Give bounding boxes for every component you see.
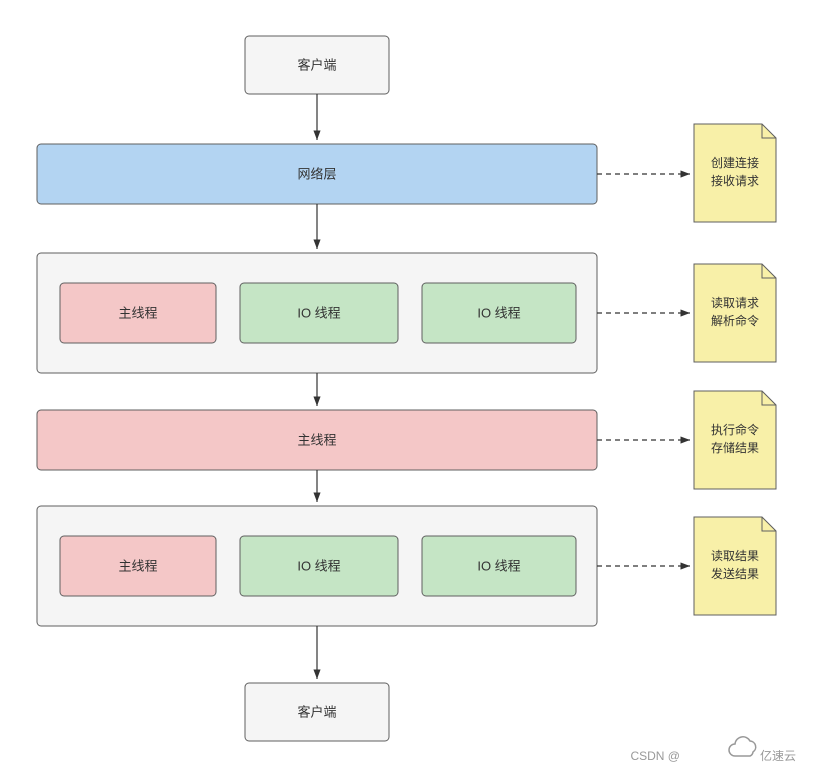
node-client_bot: 客户端 [245, 683, 389, 741]
watermark-logo [729, 737, 756, 756]
note-line2-note2: 解析命令 [711, 313, 759, 328]
node-label-client_top: 客户端 [297, 58, 336, 73]
node-label-c1_io1: IO 线程 [297, 306, 340, 321]
node-c2_main: 主线程 [60, 536, 216, 596]
flowchart-canvas: 客户端网络层主线程IO 线程IO 线程主线程主线程IO 线程IO 线程客户端创建… [0, 0, 816, 783]
watermark-left: CSDN @ [630, 749, 680, 763]
note-note3: 执行命令存储结果 [694, 391, 776, 489]
node-mainthread: 主线程 [37, 410, 597, 470]
node-label-c1_main: 主线程 [118, 306, 157, 321]
note-line2-note4: 发送结果 [711, 566, 759, 581]
note-note1: 创建连接接收请求 [694, 124, 776, 222]
node-label-c2_main: 主线程 [118, 559, 157, 574]
node-label-c2_io2: IO 线程 [477, 559, 520, 574]
note-line1-note4: 读取结果 [711, 549, 759, 563]
node-c1_main: 主线程 [60, 283, 216, 343]
node-c1_io2: IO 线程 [422, 283, 576, 343]
node-client_top: 客户端 [245, 36, 389, 94]
node-label-network: 网络层 [297, 167, 336, 182]
node-label-c2_io1: IO 线程 [297, 559, 340, 574]
note-line1-note1: 创建连接 [711, 155, 759, 170]
node-label-mainthread: 主线程 [297, 433, 336, 448]
node-c2_io2: IO 线程 [422, 536, 576, 596]
node-c1_io1: IO 线程 [240, 283, 398, 343]
watermark-right: 亿速云 [760, 748, 796, 763]
note-note2: 读取请求解析命令 [694, 264, 776, 362]
note-note4: 读取结果发送结果 [694, 517, 776, 615]
note-line1-note3: 执行命令 [711, 422, 759, 437]
node-label-client_bot: 客户端 [297, 705, 336, 720]
note-line2-note3: 存储结果 [711, 440, 759, 455]
note-line2-note1: 接收请求 [711, 173, 759, 188]
note-line1-note2: 读取请求 [711, 296, 759, 310]
node-network: 网络层 [37, 144, 597, 204]
node-label-c1_io2: IO 线程 [477, 306, 520, 321]
node-c2_io1: IO 线程 [240, 536, 398, 596]
